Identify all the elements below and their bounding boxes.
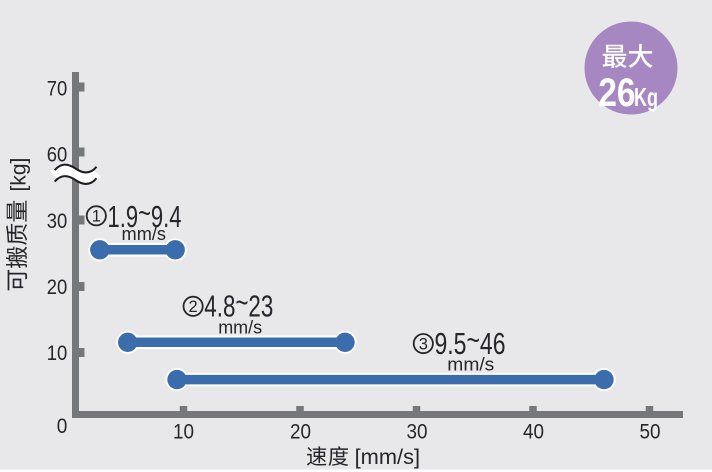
svg-text:30: 30 [407,421,428,444]
svg-text:20: 20 [47,276,68,299]
svg-text:2: 2 [189,298,198,316]
svg-text:4.8~23: 4.8~23 [204,285,273,323]
svg-text:30: 30 [47,210,68,233]
svg-text:70: 70 [47,78,68,101]
svg-text:9.5~46: 9.5~46 [435,322,506,360]
svg-text:1.9~9.4: 1.9~9.4 [108,195,182,233]
svg-text:0: 0 [57,415,68,438]
svg-text:mm/s: mm/s [447,354,494,375]
svg-text:10: 10 [47,342,68,365]
svg-text:60: 60 [47,144,68,167]
svg-text:10: 10 [173,421,194,444]
svg-text:Kg: Kg [634,82,658,112]
svg-text:[kg]: [kg] [7,158,30,192]
svg-text:mm/s: mm/s [122,223,167,244]
svg-text:50: 50 [640,421,661,444]
svg-text:1: 1 [92,208,101,226]
svg-text:26: 26 [598,70,635,115]
svg-text:mm/s: mm/s [218,316,262,337]
svg-text:[mm/s]: [mm/s] [355,446,421,469]
svg-text:40: 40 [523,421,544,444]
svg-text:3: 3 [419,336,428,354]
svg-text:20: 20 [290,421,311,444]
